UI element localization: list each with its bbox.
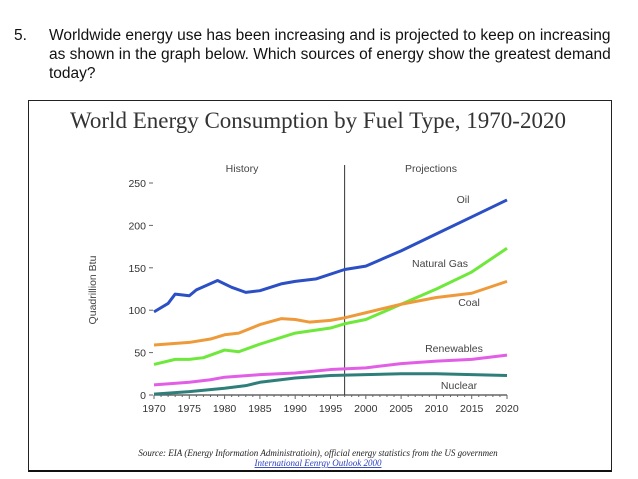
source-link[interactable]: International Eenrgy Outlook 2000: [254, 458, 382, 468]
series-line-coal: [153, 279, 508, 347]
y-tick-label: 50: [134, 348, 146, 360]
x-tick-label: 1990: [284, 403, 308, 415]
series-label-renewables: Renewables: [425, 343, 483, 355]
chart-frame: [28, 100, 612, 472]
y-tick-label: 200: [128, 220, 146, 232]
x-tick-label: 1970: [142, 403, 166, 415]
series-line-renewables: [153, 353, 508, 387]
x-tick-label: 1975: [178, 403, 202, 415]
series-label-coal: Coal: [458, 297, 480, 309]
y-tick-label: 150: [128, 263, 146, 275]
y-axis-label: Quadrillion Btu: [87, 255, 99, 324]
chart-title: World Energy Consumption by Fuel Type, 1…: [70, 108, 566, 133]
region-label-history: History: [226, 163, 259, 175]
region-label-projections: Projections: [405, 163, 457, 175]
y-tick-label: 250: [128, 178, 146, 190]
y-tick-label: 0: [140, 390, 146, 402]
series-label-natural-gas: Natural Gas: [412, 258, 468, 270]
y-tick-label: 100: [128, 305, 146, 317]
question-text: Worldwide energy use has been increasing…: [49, 27, 611, 82]
series-line-oil: [153, 198, 508, 314]
series-label-oil: Oil: [457, 194, 470, 206]
x-tick-label: 1980: [213, 403, 237, 415]
source-text: Source: EIA (Energy Information Administ…: [138, 448, 498, 458]
series-line-nuclear: [153, 372, 508, 396]
x-tick-label: 2015: [460, 403, 484, 415]
x-tick-label: 2000: [354, 403, 378, 415]
x-tick-label: 2020: [495, 403, 519, 415]
x-tick-label: 1995: [319, 403, 343, 415]
series-line-natural-gas: [153, 247, 508, 366]
x-tick-label: 1985: [248, 403, 272, 415]
x-tick-label: 2005: [389, 403, 413, 415]
question-number: 5.: [14, 27, 27, 44]
x-tick-label: 2010: [425, 403, 449, 415]
series-label-nuclear: Nuclear: [441, 380, 478, 392]
